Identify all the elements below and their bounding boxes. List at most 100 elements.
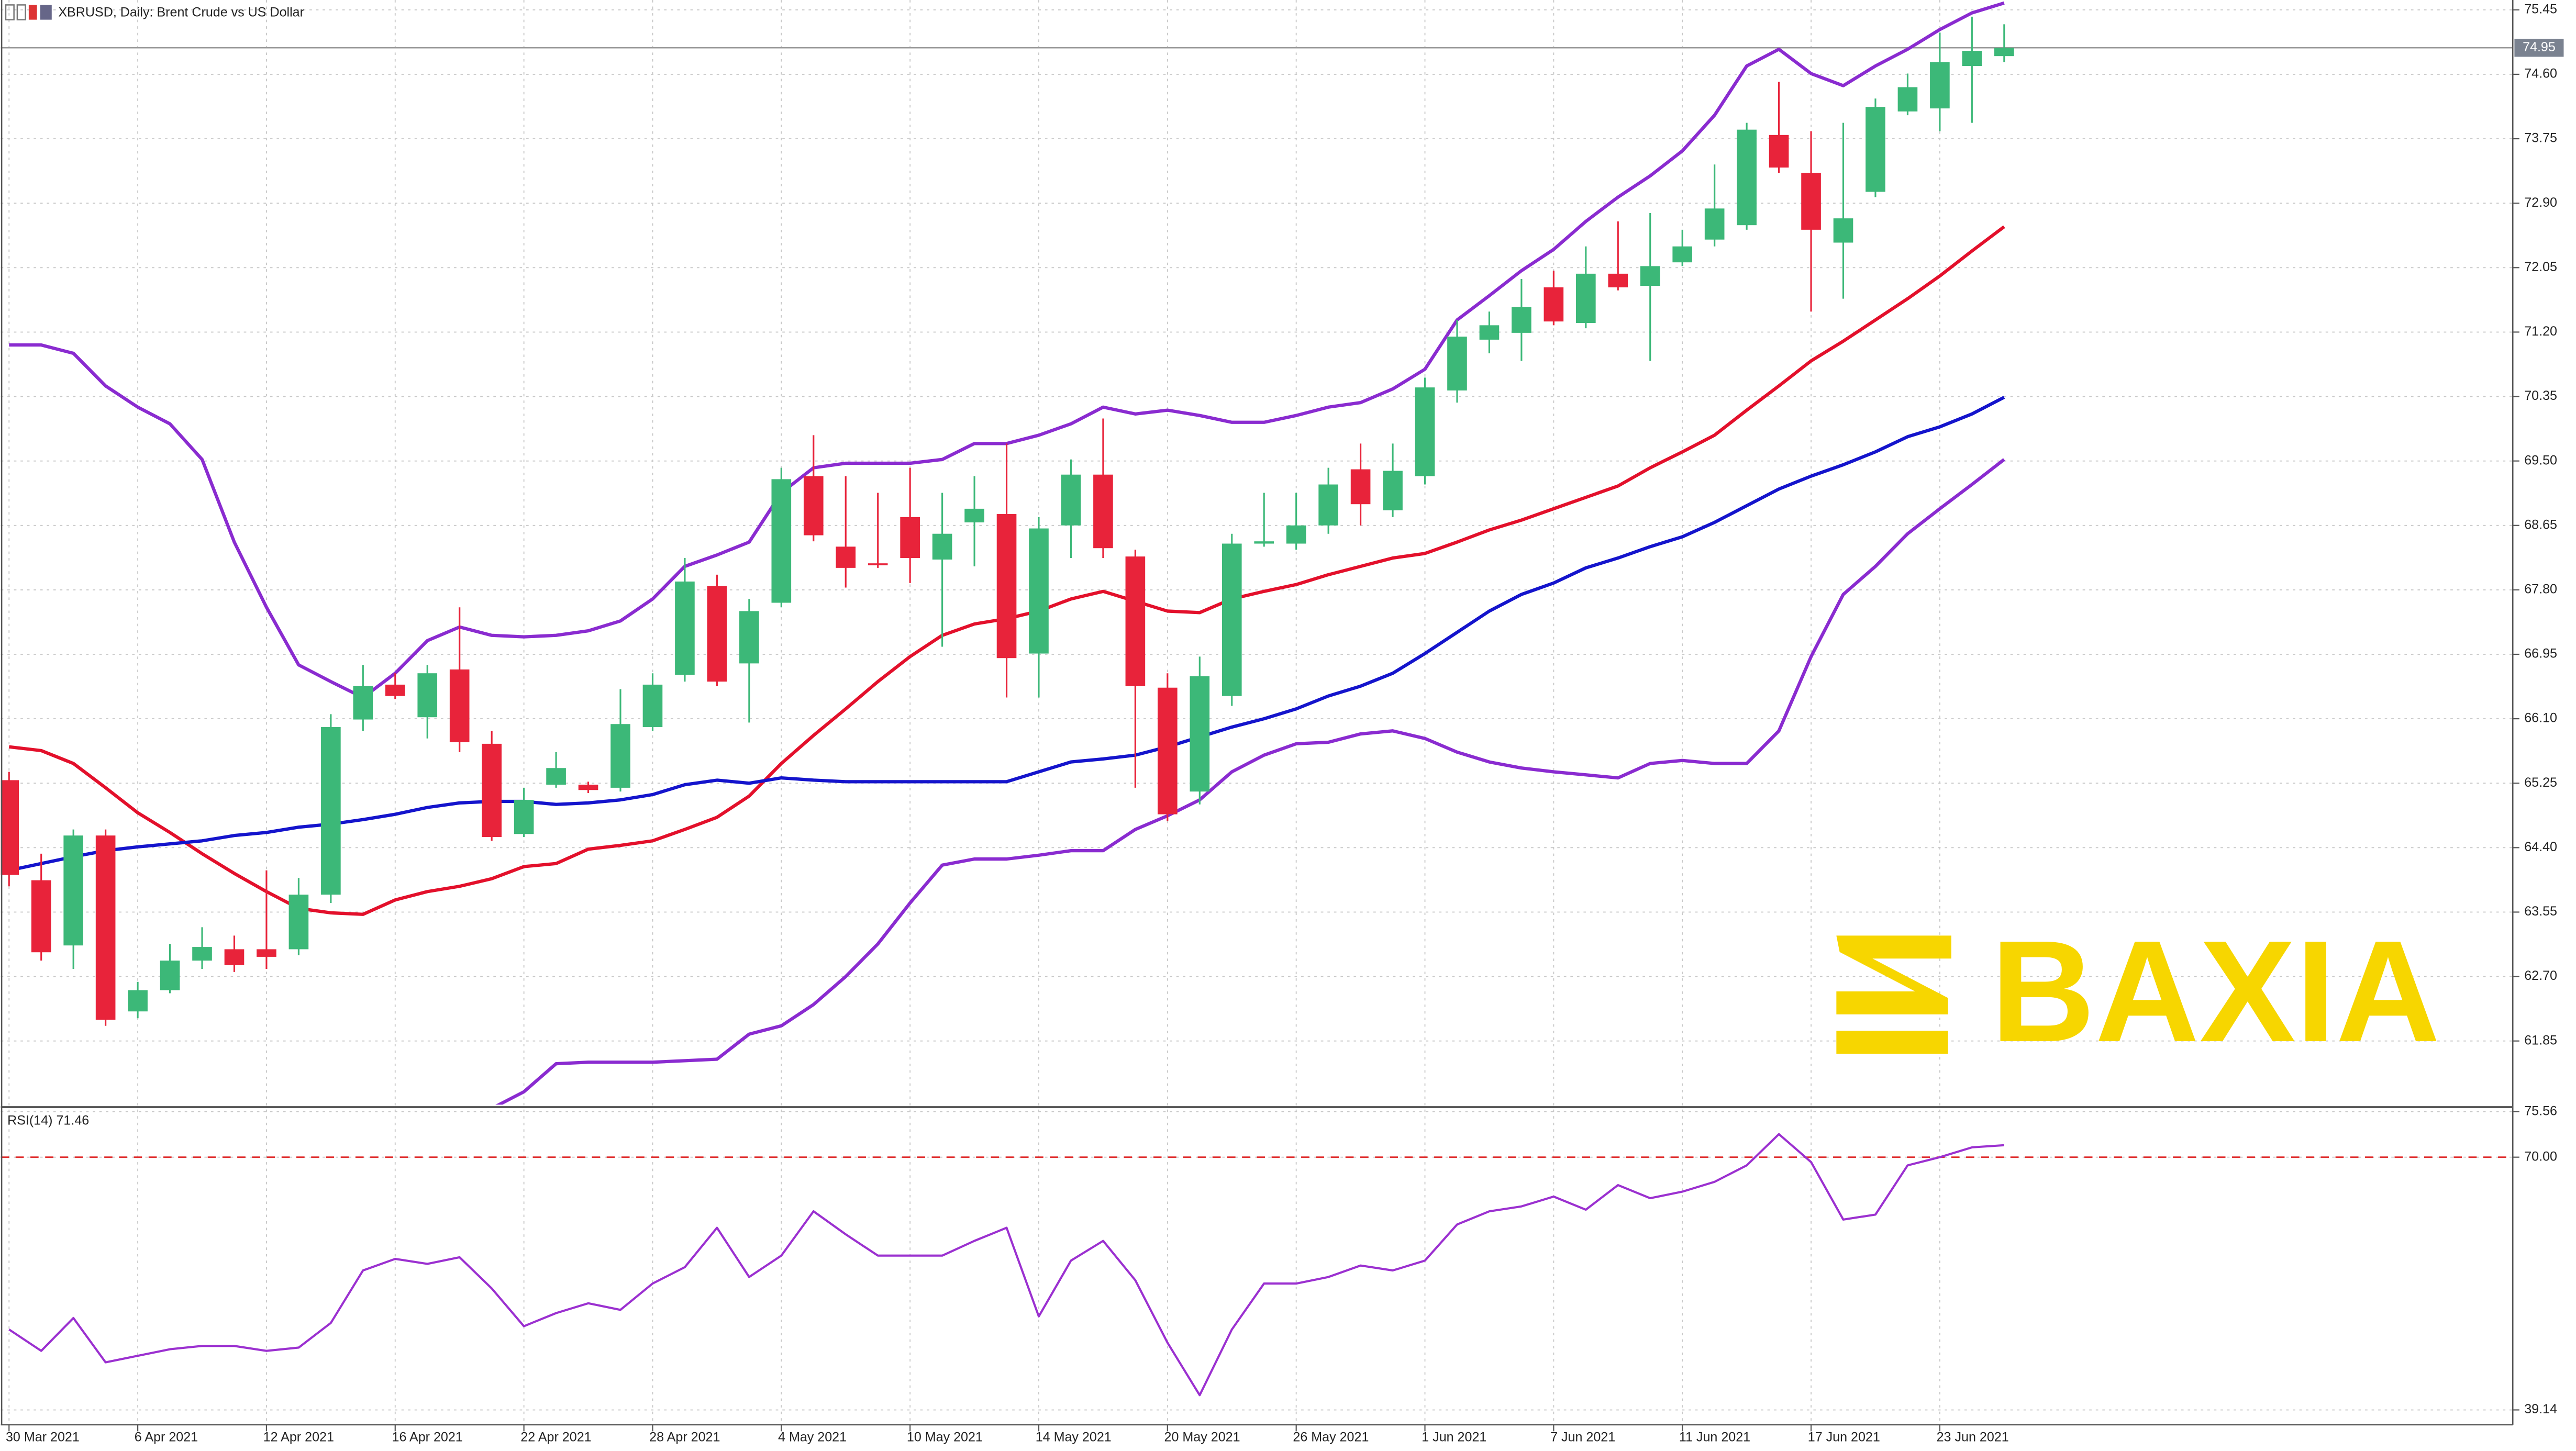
candle-body <box>578 785 598 790</box>
candle-body <box>964 508 984 522</box>
candle-body <box>1897 87 1918 111</box>
candle-body <box>996 514 1017 658</box>
candle-body <box>482 743 502 838</box>
x-tick-label: 22 Apr 2021 <box>520 1430 591 1445</box>
y-tick-label: 69.50 <box>2524 453 2557 467</box>
candle-body <box>63 835 83 946</box>
candle-body <box>288 895 309 950</box>
candle-body <box>1801 173 1821 230</box>
candle-body <box>1383 471 1403 510</box>
y-tick-label: 70.35 <box>2524 388 2557 403</box>
candle-body <box>642 684 663 728</box>
y-tick-label: 66.10 <box>2524 711 2557 726</box>
candle-body <box>1254 541 1274 544</box>
indicator-line <box>495 458 2005 1105</box>
y-tick-label: 67.80 <box>2524 582 2557 597</box>
candle-body <box>257 949 276 957</box>
candle-body <box>1672 246 1693 263</box>
x-tick-label: 26 May 2021 <box>1293 1430 1369 1445</box>
logo-mark <box>1836 1031 1948 1054</box>
candle-body <box>514 800 534 834</box>
candle-body <box>321 727 341 895</box>
x-tick-label: 10 May 2021 <box>907 1430 983 1445</box>
chart-title: XBRUSD, Daily: Brent Crude vs US Dollar <box>58 5 304 20</box>
icon <box>28 5 37 20</box>
candle-body <box>868 563 888 565</box>
icon <box>40 5 52 20</box>
candle-body <box>803 476 824 535</box>
logo-mark <box>1836 935 1951 1014</box>
x-tick-label: 23 Jun 2021 <box>1937 1430 2009 1445</box>
candle-body <box>1737 129 1757 226</box>
y-tick-label: 74.60 <box>2524 66 2557 81</box>
x-tick-label: 1 Jun 2021 <box>1422 1430 1486 1445</box>
candle-body <box>739 611 759 664</box>
candle-body <box>1190 676 1210 792</box>
candle-body <box>224 949 245 965</box>
rsi-title: RSI(14) 71.46 <box>7 1113 89 1128</box>
x-tick-label: 14 May 2021 <box>1036 1430 1112 1445</box>
x-tick-label: 16 Apr 2021 <box>392 1430 463 1445</box>
candle-body <box>95 835 116 1020</box>
candle-body <box>128 990 148 1012</box>
candle-body <box>932 533 952 560</box>
candle-body <box>1222 543 1242 696</box>
y-tick-label: 65.25 <box>2524 775 2557 790</box>
candle-body <box>1866 107 1885 192</box>
candle-body <box>1093 474 1113 549</box>
candle-body <box>1158 687 1178 814</box>
y-tick-label: 72.90 <box>2524 195 2557 210</box>
candle-body <box>417 673 438 718</box>
candle-body <box>1125 556 1146 686</box>
icon <box>16 4 26 20</box>
candle-body <box>449 669 470 743</box>
x-tick-label: 28 Apr 2021 <box>649 1430 720 1445</box>
candle-body <box>771 479 792 603</box>
y-tick-label: 62.70 <box>2524 968 2557 983</box>
candle-body <box>1704 208 1725 240</box>
y-tick-label: 73.75 <box>2524 131 2557 146</box>
candle-body <box>1318 484 1338 526</box>
last-price-label: 74.95 <box>2523 40 2556 54</box>
candle-body <box>836 546 856 568</box>
icon <box>5 4 15 20</box>
x-tick-label: 30 Mar 2021 <box>6 1430 80 1445</box>
candle-body <box>1286 525 1306 544</box>
y-tick-label: 70.00 <box>2524 1149 2557 1164</box>
y-tick-label: 64.40 <box>2524 840 2557 854</box>
candle-body <box>385 684 405 696</box>
candle-body <box>1962 51 1982 66</box>
rsi-plot <box>1 1133 2513 1397</box>
y-tick-label: 61.85 <box>2524 1033 2557 1047</box>
candle-body <box>1350 469 1371 505</box>
rsi-line <box>8 1133 2004 1397</box>
candle-body <box>610 724 630 788</box>
indicator-line <box>8 396 2005 872</box>
y-tick-label: 66.95 <box>2524 646 2557 661</box>
y-tick-label: 63.55 <box>2524 904 2557 919</box>
x-tick-label: 11 Jun 2021 <box>1679 1430 1750 1445</box>
candle-body <box>675 581 695 675</box>
y-tick-label: 75.45 <box>2524 2 2557 16</box>
candle-body <box>900 517 920 559</box>
candle-body <box>1640 266 1660 286</box>
candle-body <box>353 686 373 720</box>
y-tick-label: 75.56 <box>2524 1103 2557 1118</box>
candle-body <box>1608 273 1628 287</box>
candle-body <box>1994 48 2014 57</box>
candle-body <box>707 586 727 682</box>
candle-body <box>1833 218 1853 243</box>
candle-body <box>192 947 212 961</box>
logo: BAXIA <box>1836 911 2440 1072</box>
last-price-box <box>2514 39 2564 57</box>
x-tick-label: 12 Apr 2021 <box>263 1430 334 1445</box>
x-tick-label: 4 May 2021 <box>778 1430 847 1445</box>
candle-body <box>1415 387 1435 476</box>
candle-body <box>1769 135 1789 168</box>
y-tick-label: 72.05 <box>2524 260 2557 274</box>
candle-body <box>1 780 19 875</box>
